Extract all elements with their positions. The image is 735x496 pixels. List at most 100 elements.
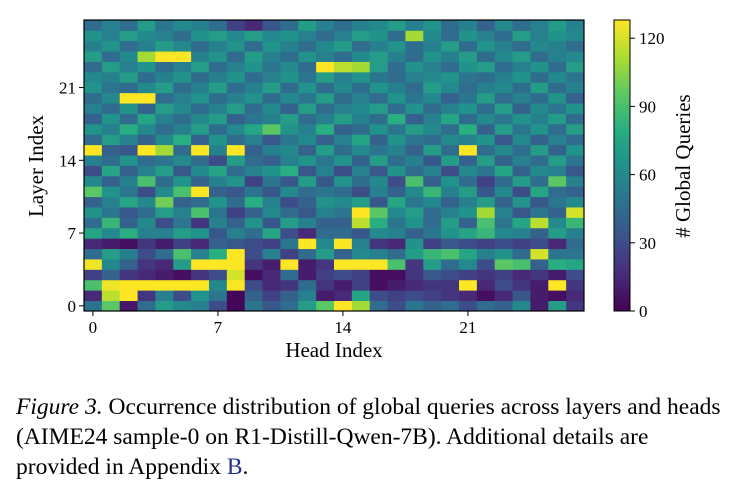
heatmap-cell: [459, 103, 478, 114]
heatmap-cell: [405, 207, 424, 218]
heatmap-cell: [119, 175, 138, 187]
heatmap-cell: [530, 248, 549, 260]
heatmap-cell: [262, 238, 281, 250]
heatmap-cell: [262, 40, 281, 52]
heatmap-cell: [548, 134, 567, 146]
heatmap-cell: [566, 279, 585, 291]
heatmap-cell: [209, 134, 228, 146]
heatmap-cell: [173, 248, 192, 260]
heatmap-cell: [441, 144, 460, 156]
heatmap-cell: [298, 92, 317, 104]
heatmap-cell: [137, 269, 156, 281]
heatmap-cell: [387, 40, 406, 52]
heatmap-cell: [155, 103, 174, 114]
heatmap-cell: [316, 300, 335, 312]
heatmap-cell: [244, 217, 263, 229]
heatmap-cell: [280, 290, 299, 301]
heatmap-cell: [548, 300, 567, 312]
heatmap-cell: [512, 144, 531, 156]
heatmap-cell: [405, 71, 424, 83]
heatmap-cell: [155, 290, 174, 301]
heatmap-cell: [351, 207, 371, 218]
heatmap-cell: [280, 207, 299, 218]
heatmap-cell: [405, 279, 424, 291]
heatmap-cell: [226, 82, 246, 94]
heatmap-cell: [262, 134, 281, 146]
heatmap-cell: [173, 196, 192, 208]
colorbar-tick-label: 120: [639, 29, 665, 48]
heatmap-cell: [494, 123, 513, 135]
heatmap-cell: [369, 51, 388, 62]
heatmap-cell: [530, 103, 549, 114]
heatmap-cell: [84, 196, 103, 208]
heatmap-cell: [226, 51, 246, 62]
heatmap-cell: [476, 238, 496, 250]
heatmap-cell: [191, 175, 210, 187]
heatmap-cell: [351, 103, 371, 114]
heatmap-cell: [119, 30, 138, 42]
heatmap-cell: [244, 248, 263, 260]
heatmap-cell: [209, 71, 228, 83]
heatmap-cell: [351, 155, 371, 166]
heatmap-cell: [476, 92, 496, 104]
heatmap-cell: [298, 259, 317, 270]
heatmap-cell: [137, 207, 156, 218]
heatmap-cell: [405, 144, 424, 156]
heatmap-cell: [119, 227, 138, 239]
heatmap-cell: [369, 113, 388, 125]
heatmap-cell: [280, 227, 299, 239]
heatmap-cell: [441, 123, 460, 135]
heatmap-cell: [441, 300, 460, 312]
heatmap-cell: [262, 227, 281, 239]
heatmap-cell: [566, 144, 585, 156]
heatmap-cell: [512, 61, 531, 73]
heatmap-cell: [566, 227, 585, 239]
heatmap-cell: [441, 20, 460, 31]
y-axis-title: Layer Index: [24, 114, 48, 217]
heatmap-cell: [84, 40, 103, 52]
heatmap-cell: [459, 82, 478, 94]
heatmap-cell: [316, 248, 335, 260]
heatmap-cell: [441, 290, 460, 301]
heatmap-cell: [298, 165, 317, 177]
heatmap-cell: [298, 279, 317, 291]
heatmap-cell: [262, 165, 281, 177]
heatmap-cell: [262, 51, 281, 62]
heatmap-cell: [334, 238, 353, 250]
heatmap-cell: [84, 279, 103, 291]
heatmap-cell: [244, 71, 263, 83]
heatmap-cell: [548, 207, 567, 218]
heatmap-cell: [459, 207, 478, 218]
heatmap-cell: [441, 175, 460, 187]
heatmap-cell: [280, 40, 299, 52]
heatmap-cell: [423, 217, 442, 229]
heatmap-cell: [476, 61, 496, 73]
heatmap-cell: [441, 40, 460, 52]
heatmap-cell: [369, 144, 388, 156]
heatmap-cell: [423, 92, 442, 104]
appendix-link[interactable]: B: [226, 454, 243, 480]
heatmap-cell: [262, 175, 281, 187]
heatmap-cell: [441, 248, 460, 260]
heatmap-cell: [155, 155, 174, 166]
heatmap-cell: [173, 30, 192, 42]
heatmap-cell: [334, 186, 353, 198]
heatmap-cell: [387, 61, 406, 73]
plot-frame: [83, 19, 585, 312]
heatmap-cell: [530, 175, 549, 187]
heatmap-cell: [405, 186, 424, 198]
heatmap-cell: [494, 175, 513, 187]
heatmap-cell: [351, 217, 371, 229]
heatmap-cell: [387, 175, 406, 187]
heatmap-cell: [209, 113, 228, 125]
heatmap-cell: [262, 248, 281, 260]
heatmap-cell: [101, 238, 121, 250]
heatmap-cell: [316, 113, 335, 125]
heatmap-cell: [405, 123, 424, 135]
heatmap-cell: [226, 269, 246, 281]
heatmap-cell: [494, 259, 513, 270]
heatmap-cell: [369, 30, 388, 42]
heatmap-cell: [316, 217, 335, 229]
heatmap-cell: [494, 217, 513, 229]
figure-caption: Figure 3. Occurrence distribution of glo…: [16, 392, 722, 482]
